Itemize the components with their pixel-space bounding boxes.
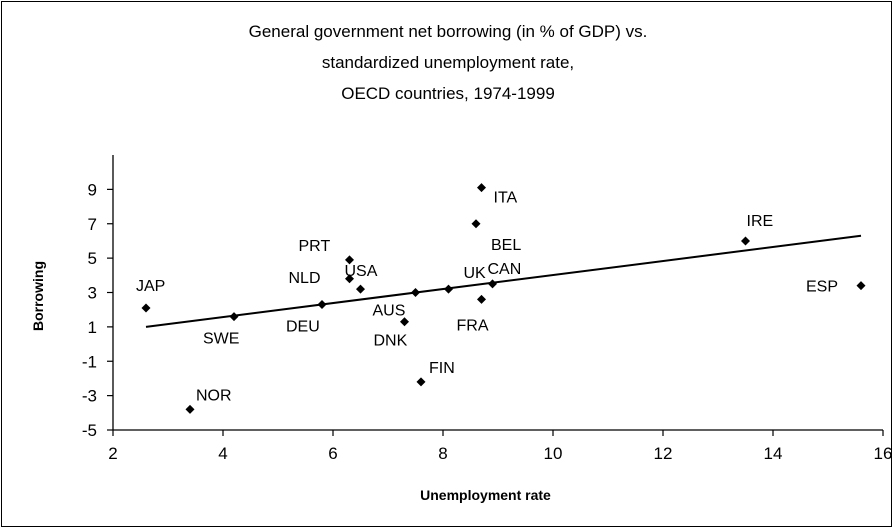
y-tick-label: 9 xyxy=(88,180,97,199)
y-tick-label: 3 xyxy=(88,284,97,303)
x-tick-label: 4 xyxy=(218,444,227,463)
y-tick-label: -3 xyxy=(82,387,97,406)
chart-title-line-2: standardized unemployment rate, xyxy=(321,53,575,72)
data-point-marker xyxy=(416,377,426,387)
data-point-marker xyxy=(471,219,481,229)
y-tick-label: 7 xyxy=(88,215,97,234)
data-point-label: DNK xyxy=(374,333,408,350)
data-point-marker xyxy=(488,279,497,289)
chart-title-line-1: General government net borrowing (in % o… xyxy=(248,22,648,41)
data-point-marker xyxy=(345,255,354,265)
data-point-marker xyxy=(141,303,151,313)
chart-title-line-3: OECD countries, 1974-1999 xyxy=(341,84,555,103)
data-point-marker xyxy=(345,274,354,284)
data-point-label: NLD xyxy=(289,270,321,287)
data-point-marker xyxy=(477,294,486,304)
data-point-marker xyxy=(856,281,866,291)
x-tick-label: 10 xyxy=(544,444,563,463)
x-axis-label: Unemployment rate xyxy=(420,487,551,503)
data-point-label: UK xyxy=(464,265,487,282)
data-point-marker xyxy=(317,300,327,310)
data-point-marker xyxy=(400,317,409,327)
y-tick-label: 1 xyxy=(88,318,97,337)
data-point-label: CAN xyxy=(488,261,522,278)
data-point-label: NOR xyxy=(196,387,232,404)
x-tick-label: 12 xyxy=(654,444,673,463)
data-point-marker xyxy=(229,312,239,322)
y-tick-label: -5 xyxy=(82,421,97,440)
data-point-label: JAP xyxy=(136,278,165,295)
data-point-marker xyxy=(444,284,453,294)
trendline xyxy=(145,234,862,328)
y-tick-label: -1 xyxy=(82,352,97,371)
data-point-label: AUS xyxy=(373,303,406,320)
data-point-marker xyxy=(741,236,750,246)
data-point-label: DEU xyxy=(286,319,320,336)
data-point-marker xyxy=(477,183,486,193)
data-point-marker xyxy=(411,288,420,297)
data-point-label: SWE xyxy=(203,331,239,348)
data-point-label: PRT xyxy=(299,238,331,255)
data-point-label: IRE xyxy=(747,213,774,230)
y-tick-label: 5 xyxy=(88,249,97,268)
data-point-label: ITA xyxy=(494,190,518,207)
x-tick-label: 16 xyxy=(874,444,893,463)
x-tick-label: 14 xyxy=(764,444,783,463)
data-point-label: BEL xyxy=(491,237,521,254)
data-point-marker xyxy=(185,404,195,414)
x-tick-label: 2 xyxy=(108,444,117,463)
data-point-label: FRA xyxy=(457,317,489,334)
data-point-label: FIN xyxy=(429,360,455,377)
data-point-label: ESP xyxy=(806,279,838,296)
x-tick-label: 6 xyxy=(328,444,337,463)
data-point-label: USA xyxy=(345,263,378,280)
x-tick-label: 8 xyxy=(438,444,447,463)
data-point-marker xyxy=(356,284,365,294)
